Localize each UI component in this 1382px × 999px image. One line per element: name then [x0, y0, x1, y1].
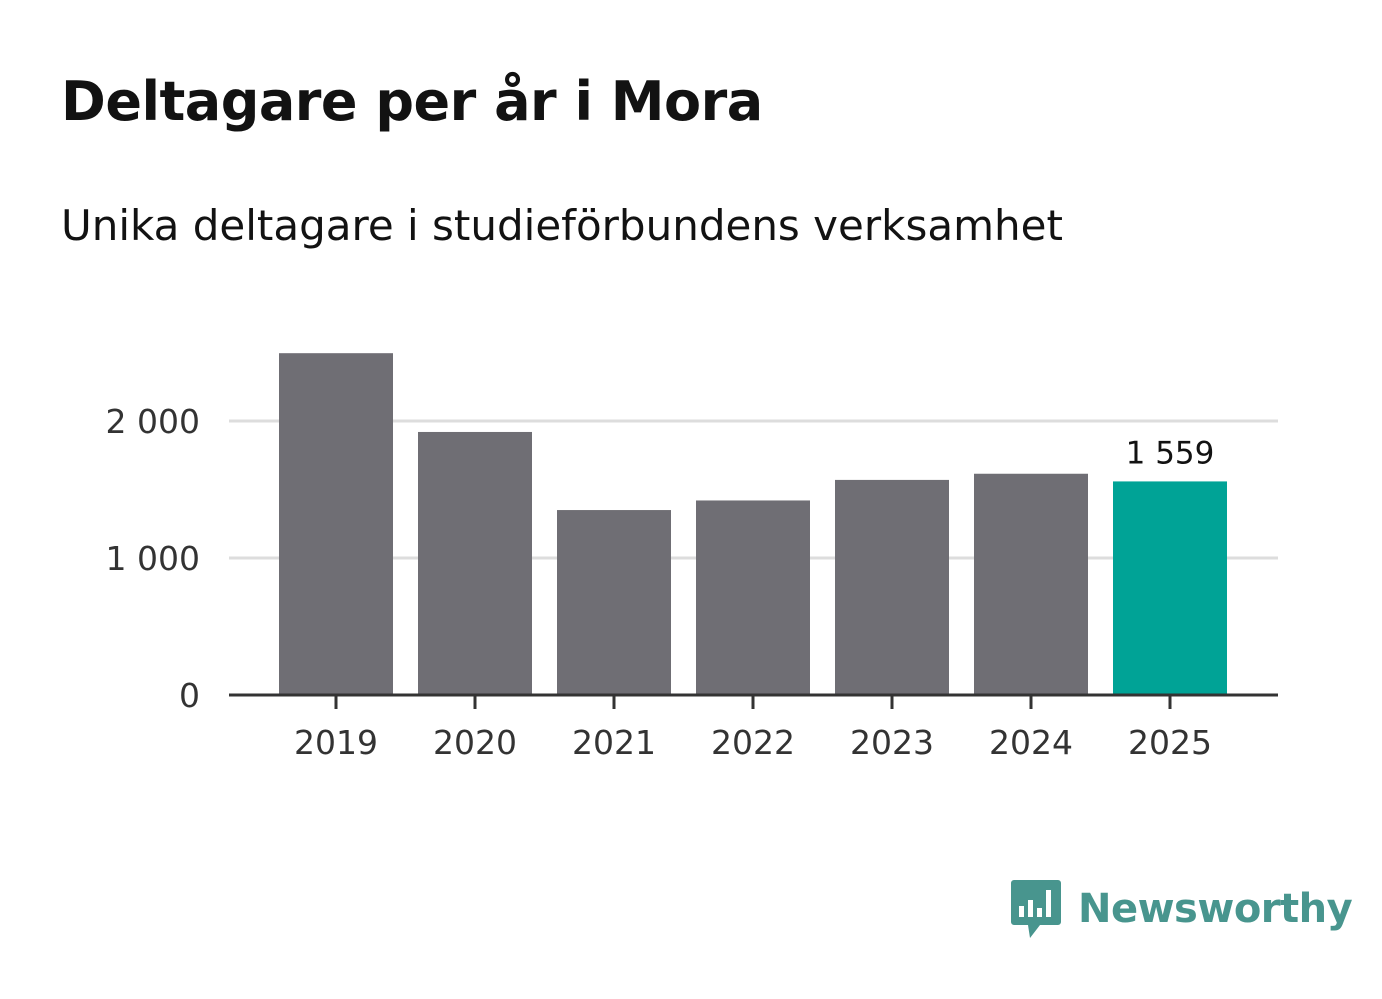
x-tick-label: 2023	[850, 723, 934, 762]
bar-2023[interactable]	[835, 479, 949, 695]
axes	[229, 693, 1278, 709]
bars	[279, 353, 1227, 695]
data-label: 1 559	[1126, 435, 1215, 471]
chart-subtitle: Unika deltagare i studieförbundens verks…	[61, 201, 1063, 250]
bar-2019[interactable]	[279, 353, 393, 695]
brand-name: Newsworthy	[1078, 886, 1353, 932]
bar-2021[interactable]	[557, 510, 671, 695]
bar-2025[interactable]	[1113, 481, 1227, 695]
chart-title: Deltagare per år i Mora	[61, 70, 763, 133]
newsworthy-logo-icon	[1011, 880, 1061, 938]
y-tick-label: 0	[179, 676, 200, 715]
x-tick-label: 2022	[711, 723, 795, 762]
x-tick-label: 2021	[572, 723, 656, 762]
bar-2024[interactable]	[974, 473, 1088, 695]
x-tick-label: 2019	[294, 723, 378, 762]
x-tick-label: 2025	[1128, 723, 1212, 762]
bar-2022[interactable]	[696, 500, 810, 695]
y-tick-label: 1 000	[106, 539, 200, 578]
bar-2020[interactable]	[418, 431, 532, 695]
y-tick-label: 2 000	[106, 402, 200, 441]
brand-logo-lockup[interactable]: Newsworthy	[1010, 878, 1353, 940]
x-tick-label: 2020	[433, 723, 517, 762]
labels: 0 1 000 2 000 2019 2020 2021 2022 2023 2024 2025 1…	[106, 402, 1215, 762]
bar-chart: 0 1 000 2 000 2019 2020 2021 2022 2023 2024 2025 1…	[106, 353, 1278, 762]
x-tick-label: 2024	[989, 723, 1073, 762]
